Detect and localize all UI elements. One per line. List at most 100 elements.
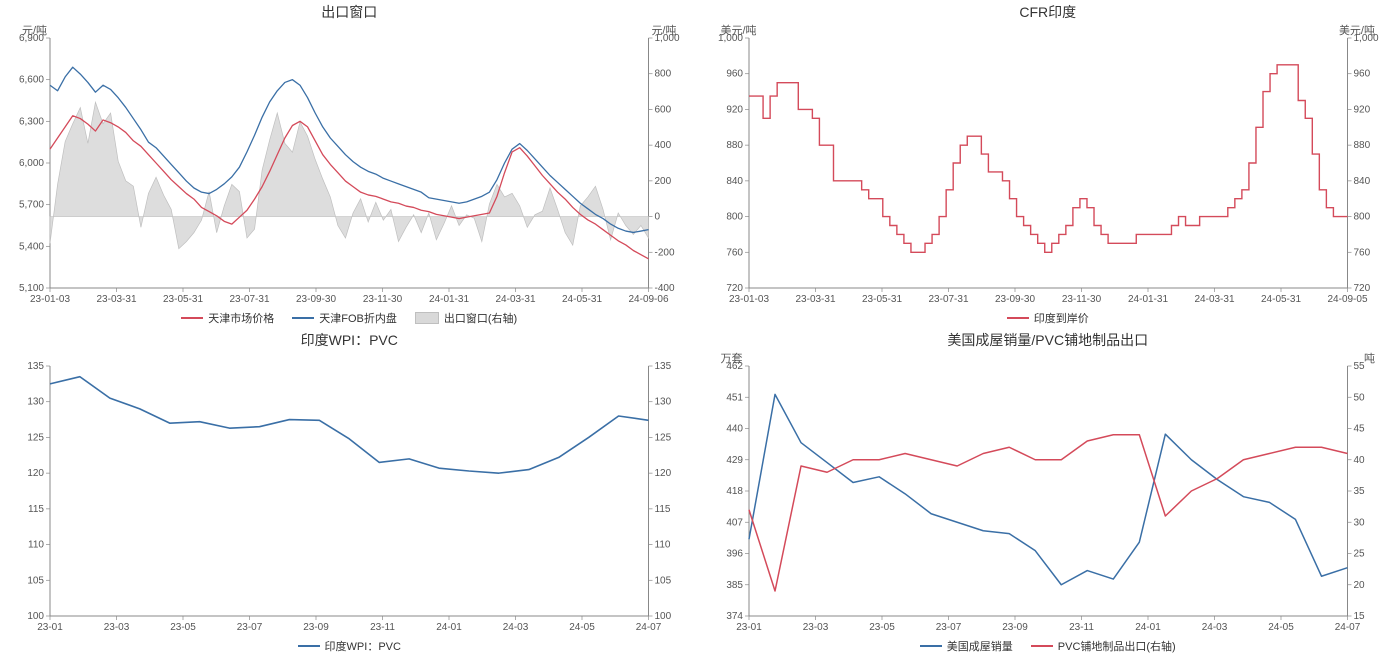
svg-text:600: 600 [655, 104, 672, 115]
svg-text:115: 115 [655, 504, 671, 515]
svg-text:23-11: 23-11 [370, 622, 395, 633]
svg-text:24-07: 24-07 [636, 622, 662, 633]
svg-text:23-03-31: 23-03-31 [96, 294, 136, 305]
legend: 印度到岸价 [699, 310, 1397, 326]
svg-text:880: 880 [726, 140, 743, 151]
legend-swatch [920, 645, 942, 647]
svg-text:-400: -400 [655, 283, 675, 294]
svg-text:24-09-06: 24-09-06 [628, 294, 668, 305]
svg-text:24-03-31: 24-03-31 [1194, 294, 1234, 305]
y-right-unit: 吨 [1364, 350, 1375, 366]
legend-label: 印度WPI：PVC [325, 638, 401, 654]
svg-text:23-07: 23-07 [237, 622, 263, 633]
svg-text:23-01: 23-01 [736, 622, 762, 633]
svg-text:15: 15 [1353, 611, 1365, 622]
legend-swatch [292, 317, 314, 319]
svg-text:720: 720 [726, 283, 743, 294]
svg-text:45: 45 [1353, 424, 1365, 435]
svg-text:135: 135 [27, 361, 44, 372]
svg-text:6,600: 6,600 [19, 75, 44, 86]
svg-text:24-01: 24-01 [1135, 622, 1161, 633]
svg-text:720: 720 [1353, 283, 1370, 294]
svg-text:110: 110 [655, 540, 671, 551]
y-right-unit: 元/吨 [651, 22, 676, 38]
svg-text:0: 0 [655, 212, 661, 223]
svg-text:429: 429 [726, 455, 743, 466]
svg-text:125: 125 [655, 432, 672, 443]
svg-text:23-05-31: 23-05-31 [163, 294, 203, 305]
svg-text:24-01-31: 24-01-31 [1127, 294, 1167, 305]
svg-text:40: 40 [1353, 455, 1365, 466]
svg-text:418: 418 [726, 486, 743, 497]
svg-text:24-05-31: 24-05-31 [562, 294, 602, 305]
svg-text:407: 407 [726, 517, 743, 528]
svg-text:20: 20 [1353, 580, 1365, 591]
legend-swatch [415, 312, 439, 324]
svg-text:800: 800 [726, 212, 743, 223]
svg-text:24-01: 24-01 [436, 622, 462, 633]
svg-text:800: 800 [655, 69, 672, 80]
legend-swatch [181, 317, 203, 319]
svg-text:374: 374 [726, 611, 743, 622]
svg-text:120: 120 [655, 468, 672, 479]
svg-text:23-07-31: 23-07-31 [928, 294, 968, 305]
legend-item: PVC铺地制品出口(右轴) [1031, 638, 1176, 654]
svg-text:960: 960 [1353, 69, 1370, 80]
panel-india_wpi: 印度WPI：PVC1001051101151201251301351001051… [0, 328, 699, 656]
svg-text:23-07-31: 23-07-31 [229, 294, 269, 305]
svg-text:5,100: 5,100 [19, 283, 44, 294]
svg-text:100: 100 [27, 611, 44, 622]
svg-text:105: 105 [27, 575, 44, 586]
legend-item: 印度到岸价 [1007, 310, 1089, 326]
svg-text:5,700: 5,700 [19, 200, 44, 211]
svg-text:800: 800 [1353, 212, 1370, 223]
legend-item: 天津市场价格 [181, 310, 274, 326]
svg-text:23-07: 23-07 [935, 622, 961, 633]
legend-swatch [1031, 645, 1053, 647]
legend-label: PVC铺地制品出口(右轴) [1058, 638, 1176, 654]
svg-text:-200: -200 [655, 247, 675, 258]
svg-text:23-03: 23-03 [802, 622, 828, 633]
svg-text:5,400: 5,400 [19, 241, 44, 252]
svg-text:23-01-03: 23-01-03 [30, 294, 70, 305]
svg-text:24-03: 24-03 [503, 622, 529, 633]
legend: 美国成屋销量 PVC铺地制品出口(右轴) [699, 638, 1397, 654]
svg-text:135: 135 [655, 361, 672, 372]
svg-text:6,000: 6,000 [19, 158, 44, 169]
svg-text:130: 130 [655, 397, 672, 408]
svg-text:25: 25 [1353, 549, 1365, 560]
svg-text:24-05: 24-05 [1268, 622, 1294, 633]
panel-cfr_india: CFR印度7207608008408809209601,000720760800… [699, 0, 1397, 328]
svg-text:24-03: 24-03 [1201, 622, 1227, 633]
y-right-unit: 美元/吨 [1339, 22, 1375, 38]
svg-text:30: 30 [1353, 517, 1365, 528]
legend-item: 美国成屋销量 [920, 638, 1013, 654]
legend-swatch [298, 645, 320, 647]
svg-text:396: 396 [726, 549, 743, 560]
svg-text:23-09: 23-09 [303, 622, 329, 633]
svg-text:24-01-31: 24-01-31 [429, 294, 469, 305]
svg-text:920: 920 [1353, 104, 1370, 115]
legend-label: 天津FOB折内盘 [319, 310, 397, 326]
svg-text:120: 120 [27, 468, 44, 479]
svg-text:55: 55 [1353, 361, 1365, 372]
y-left-unit: 元/吨 [22, 22, 47, 38]
svg-text:23-11: 23-11 [1069, 622, 1094, 633]
svg-text:23-05-31: 23-05-31 [861, 294, 901, 305]
svg-text:23-03-31: 23-03-31 [795, 294, 835, 305]
svg-text:24-05: 24-05 [569, 622, 595, 633]
svg-text:960: 960 [726, 69, 743, 80]
svg-text:130: 130 [27, 397, 44, 408]
svg-text:23-05: 23-05 [869, 622, 895, 633]
svg-text:23-05: 23-05 [170, 622, 196, 633]
svg-text:23-11-30: 23-11-30 [363, 294, 403, 305]
svg-text:35: 35 [1353, 486, 1365, 497]
svg-text:440: 440 [726, 424, 743, 435]
svg-text:23-01: 23-01 [37, 622, 63, 633]
svg-text:50: 50 [1353, 392, 1365, 403]
svg-text:23-03: 23-03 [104, 622, 130, 633]
svg-text:200: 200 [655, 176, 672, 187]
legend-item: 印度WPI：PVC [298, 638, 401, 654]
legend: 印度WPI：PVC [0, 638, 699, 654]
y-left-unit: 万套 [721, 350, 743, 366]
